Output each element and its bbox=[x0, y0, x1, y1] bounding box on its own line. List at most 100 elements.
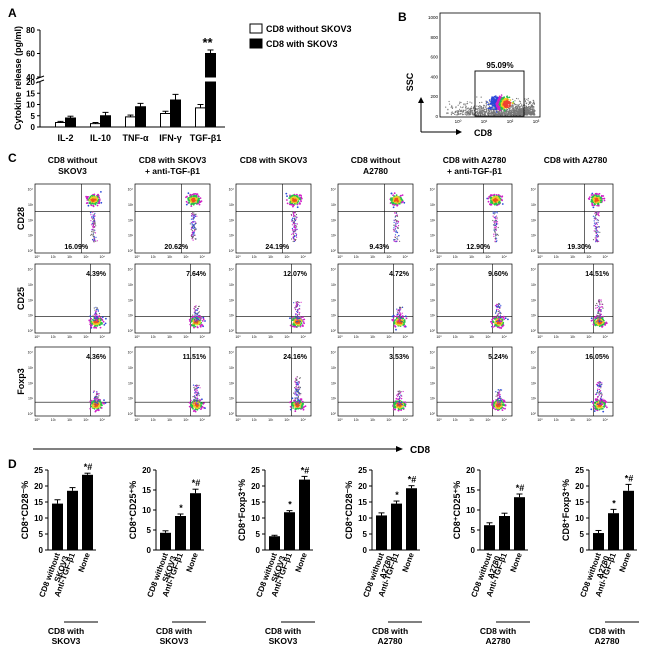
event-dot bbox=[496, 314, 498, 316]
event-dot bbox=[494, 106, 497, 109]
event-dot bbox=[485, 102, 487, 104]
event-dot bbox=[295, 218, 297, 220]
event-dot bbox=[506, 113, 509, 115]
event-dot bbox=[593, 203, 596, 205]
event-dot bbox=[509, 104, 512, 106]
event-dot bbox=[296, 318, 298, 320]
event-dot bbox=[398, 200, 401, 203]
event-dot bbox=[191, 237, 194, 239]
event-dot bbox=[493, 228, 495, 230]
event-dot bbox=[597, 196, 600, 199]
x-tick-label: 10⁰ bbox=[235, 255, 241, 259]
event-dot bbox=[395, 328, 397, 331]
event-dot bbox=[93, 238, 95, 240]
event-dot bbox=[285, 192, 288, 195]
event-dot bbox=[190, 235, 192, 237]
event-dot bbox=[194, 321, 196, 323]
event-dot bbox=[295, 313, 297, 315]
event-dot bbox=[187, 192, 190, 195]
event-dot bbox=[495, 303, 498, 305]
event-dot bbox=[94, 312, 96, 314]
bar bbox=[55, 122, 66, 128]
event-dot bbox=[393, 227, 395, 229]
event-dot bbox=[94, 319, 96, 322]
event-dot bbox=[490, 196, 493, 199]
x-tick-label: 10¹ bbox=[481, 119, 488, 124]
event-dot bbox=[521, 108, 523, 110]
event-dot bbox=[522, 113, 524, 115]
panel-label-c: C bbox=[8, 151, 17, 165]
panel-a-chart: Cytokine release (pg/ml) CD8 without SKO… bbox=[13, 23, 352, 143]
event-dot bbox=[193, 324, 196, 326]
y-tick-label: 10² bbox=[531, 218, 537, 222]
event-dot bbox=[396, 215, 398, 217]
event-dot bbox=[590, 194, 593, 196]
event-dot bbox=[491, 107, 494, 109]
event-dot bbox=[493, 221, 495, 223]
panel-label-b: B bbox=[398, 10, 407, 24]
event-dot bbox=[191, 198, 194, 200]
event-dot bbox=[485, 100, 487, 102]
event-dot bbox=[495, 312, 497, 314]
event-dot bbox=[485, 105, 487, 107]
event-dot bbox=[90, 224, 93, 226]
event-dot bbox=[504, 99, 507, 101]
event-dot bbox=[509, 108, 511, 110]
event-dot bbox=[598, 312, 600, 314]
event-dot bbox=[87, 204, 90, 207]
y-tick-label: 10⁴ bbox=[331, 188, 337, 192]
event-dot bbox=[194, 314, 196, 316]
event-dot bbox=[399, 306, 401, 308]
event-dot bbox=[196, 321, 198, 323]
event-dot bbox=[190, 205, 193, 208]
event-dot bbox=[475, 108, 477, 110]
event-dot bbox=[524, 101, 527, 103]
event-dot bbox=[483, 110, 485, 113]
event-dot bbox=[494, 202, 496, 205]
event-dot bbox=[298, 202, 301, 205]
event-dot bbox=[194, 238, 196, 240]
event-dot bbox=[493, 318, 496, 320]
event-dot bbox=[517, 107, 519, 109]
event-dot bbox=[393, 325, 396, 327]
event-dot bbox=[482, 113, 484, 115]
event-dot bbox=[473, 106, 475, 108]
event-dot bbox=[590, 201, 593, 203]
event-dot bbox=[297, 309, 299, 311]
event-dot bbox=[291, 227, 293, 230]
event-dot bbox=[292, 240, 294, 243]
event-dot bbox=[201, 405, 204, 408]
event-dot bbox=[592, 194, 595, 196]
event-dot bbox=[397, 309, 399, 311]
event-dot bbox=[93, 314, 95, 316]
event-dot bbox=[512, 106, 514, 108]
bar bbox=[125, 116, 136, 128]
event-dot bbox=[392, 319, 395, 322]
event-dot bbox=[497, 305, 499, 308]
flow-plot-frame bbox=[134, 183, 211, 254]
event-dot bbox=[467, 114, 469, 116]
event-dot bbox=[289, 317, 291, 320]
x-tick-label: 10² bbox=[469, 335, 475, 339]
event-dot bbox=[479, 110, 481, 112]
event-dot bbox=[507, 98, 510, 101]
event-dot bbox=[513, 114, 515, 116]
event-dot bbox=[401, 321, 403, 323]
event-dot bbox=[295, 301, 297, 303]
event-dot bbox=[502, 324, 505, 327]
event-dot bbox=[495, 324, 498, 327]
event-dot bbox=[296, 233, 298, 235]
event-dot bbox=[496, 308, 498, 310]
event-dot bbox=[401, 319, 404, 322]
event-dot bbox=[493, 213, 495, 215]
event-dot bbox=[527, 97, 529, 100]
event-dot bbox=[594, 216, 596, 218]
y-tick-label: 10⁰ bbox=[531, 329, 537, 333]
event-dot bbox=[599, 317, 601, 319]
event-dot bbox=[93, 236, 95, 238]
column-header: CD8 with SKOV3 bbox=[240, 155, 308, 165]
event-dot bbox=[599, 304, 601, 306]
column-header: A2780 bbox=[363, 166, 388, 176]
event-dot bbox=[488, 113, 490, 115]
event-dot bbox=[200, 402, 203, 404]
